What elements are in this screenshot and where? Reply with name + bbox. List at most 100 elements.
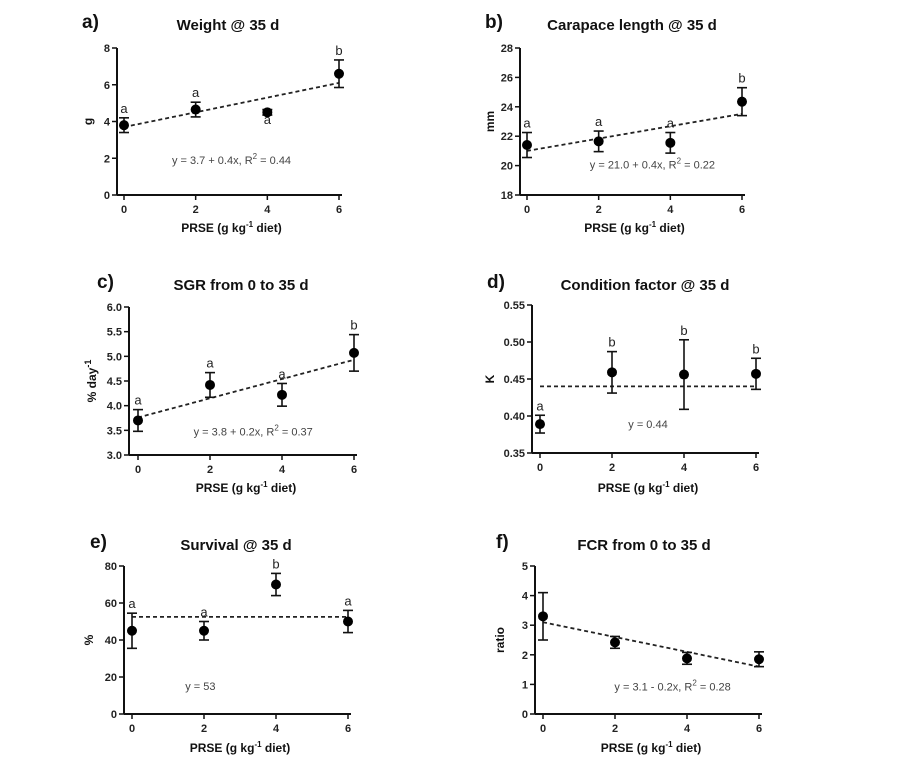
y-tick-label: 3.0: [107, 450, 122, 462]
equation-annotation: y = 53: [185, 681, 215, 693]
y-tick-label: 20: [105, 672, 117, 684]
chart-panel-c: c) SGR from 0 to 35 d 3.0 3.5 4.0 4.5 5.0 5.5 6.…: [83, 272, 359, 495]
x-tick-label: 0: [129, 723, 135, 735]
y-tick-label: 4: [522, 591, 529, 603]
significance-letter: b: [335, 43, 342, 58]
x-tick-label: 2: [609, 462, 615, 474]
significance-letter: b: [738, 71, 745, 86]
y-tick-label: 0.50: [504, 337, 525, 349]
regression-line: [123, 82, 340, 128]
x-tick-label: 2: [612, 723, 618, 735]
chart-title: FCR from 0 to 35 d: [577, 537, 710, 554]
data-point: [349, 347, 359, 358]
significance-letter: a: [344, 593, 352, 608]
significance-letter: a: [536, 398, 544, 413]
x-axis-label: PRSE (g kg-1 diet): [196, 480, 296, 495]
x-tick-label: 6: [739, 204, 745, 216]
data-point: [610, 637, 620, 648]
data-point: [199, 625, 209, 636]
x-tick-label: 2: [193, 204, 199, 216]
panel-letter: c): [97, 272, 114, 293]
chart-title: Survival @ 35 d: [180, 537, 291, 554]
chart-panel-d: d) Condition factor @ 35 d 0.35 0.40 0.45 0.5…: [483, 272, 761, 495]
x-tick-label: 4: [264, 204, 271, 216]
y-tick-label: 5.0: [107, 351, 122, 363]
data-point: [754, 654, 764, 665]
y-tick-label: 1: [522, 679, 528, 691]
y-tick-label: 6: [104, 80, 110, 92]
equation-annotation: y = 0.44: [628, 419, 667, 431]
y-tick-label: 0: [522, 709, 528, 721]
chart-title: SGR from 0 to 35 d: [173, 277, 308, 294]
significance-letter: b: [752, 341, 759, 356]
x-tick-label: 0: [135, 464, 141, 476]
y-tick-label: 4.0: [107, 401, 122, 413]
significance-letter: b: [272, 556, 279, 571]
x-tick-label: 4: [681, 462, 688, 474]
regression-line: [137, 358, 355, 419]
equation-annotation: y = 3.1 - 0.2x, R2 = 0.28: [614, 678, 730, 693]
regression-line: [526, 112, 743, 152]
x-tick-label: 4: [279, 464, 286, 476]
data-point: [682, 653, 692, 664]
equation-annotation: y = 3.8 + 0.2x, R2 = 0.37: [194, 423, 313, 438]
x-axis-label: PRSE (g kg-1 diet): [190, 740, 290, 755]
data-point: [679, 369, 689, 380]
y-tick-label: 24: [501, 102, 514, 114]
data-point: [205, 379, 215, 390]
chart-title: Condition factor @ 35 d: [561, 277, 730, 294]
data-point: [190, 104, 201, 115]
significance-letter: a: [667, 116, 675, 131]
chart-title: Weight @ 35 d: [177, 17, 280, 34]
panel-letter: b): [485, 12, 503, 33]
y-tick-label: 20: [501, 161, 513, 173]
y-tick-label: 3: [522, 620, 528, 632]
data-point: [262, 107, 273, 118]
significance-letter: a: [278, 366, 286, 381]
data-point: [119, 120, 129, 131]
y-tick-label: 0.45: [504, 374, 525, 386]
chart-panel-a: a) Weight @ 35 d 0 2 4 6 8 0 2 4 6 PRSE (g kg-1 die…: [81, 12, 344, 235]
y-tick-label: 8: [104, 43, 110, 55]
y-axis-label: %: [82, 634, 96, 645]
significance-letter: a: [192, 85, 200, 100]
panel-letter: e): [90, 532, 107, 553]
y-axis-label: ratio: [493, 627, 507, 653]
chart-panel-f: f) FCR from 0 to 35 d 0 1 2 3 4 5 0 2 4 6 PRSE (g kg…: [493, 532, 764, 755]
y-tick-label: 0.35: [504, 448, 525, 460]
y-tick-label: 2: [522, 650, 528, 662]
y-tick-label: 0: [111, 709, 117, 721]
data-point: [535, 419, 545, 430]
y-tick-label: 0.40: [504, 411, 525, 423]
data-point: [277, 389, 287, 400]
x-axis-label: PRSE (g kg-1 diet): [584, 220, 684, 235]
y-tick-label: 4: [104, 117, 111, 129]
y-tick-label: 2: [104, 153, 110, 165]
data-point: [737, 96, 747, 107]
y-axis-label: mm: [483, 111, 497, 132]
y-tick-label: 0: [104, 190, 110, 202]
x-tick-label: 2: [596, 204, 602, 216]
y-tick-label: 28: [501, 43, 513, 55]
significance-letter: a: [200, 605, 208, 620]
y-tick-label: 60: [105, 598, 117, 610]
x-tick-label: 0: [121, 204, 127, 216]
data-point: [343, 616, 353, 627]
x-axis-label: PRSE (g kg-1 diet): [181, 220, 281, 235]
significance-letter: a: [595, 114, 603, 129]
data-point: [538, 611, 548, 622]
significance-letter: b: [350, 318, 357, 333]
chart-title: Carapace length @ 35 d: [547, 17, 717, 34]
x-tick-label: 6: [351, 464, 357, 476]
x-axis-label: PRSE (g kg-1 diet): [598, 480, 698, 495]
significance-letter: a: [128, 596, 136, 611]
significance-letter: b: [680, 323, 687, 338]
y-axis-label: % day-1: [83, 360, 99, 403]
y-tick-label: 3.5: [107, 425, 122, 437]
data-point: [133, 415, 143, 426]
significance-letter: a: [206, 356, 214, 371]
chart-panel-e: e) Survival @ 35 d 0 20 40 60 80 0 2 4 6 PRSE (g kg…: [82, 532, 353, 755]
x-tick-label: 6: [756, 723, 762, 735]
data-point: [751, 368, 761, 379]
y-axis-label: g: [81, 118, 95, 125]
